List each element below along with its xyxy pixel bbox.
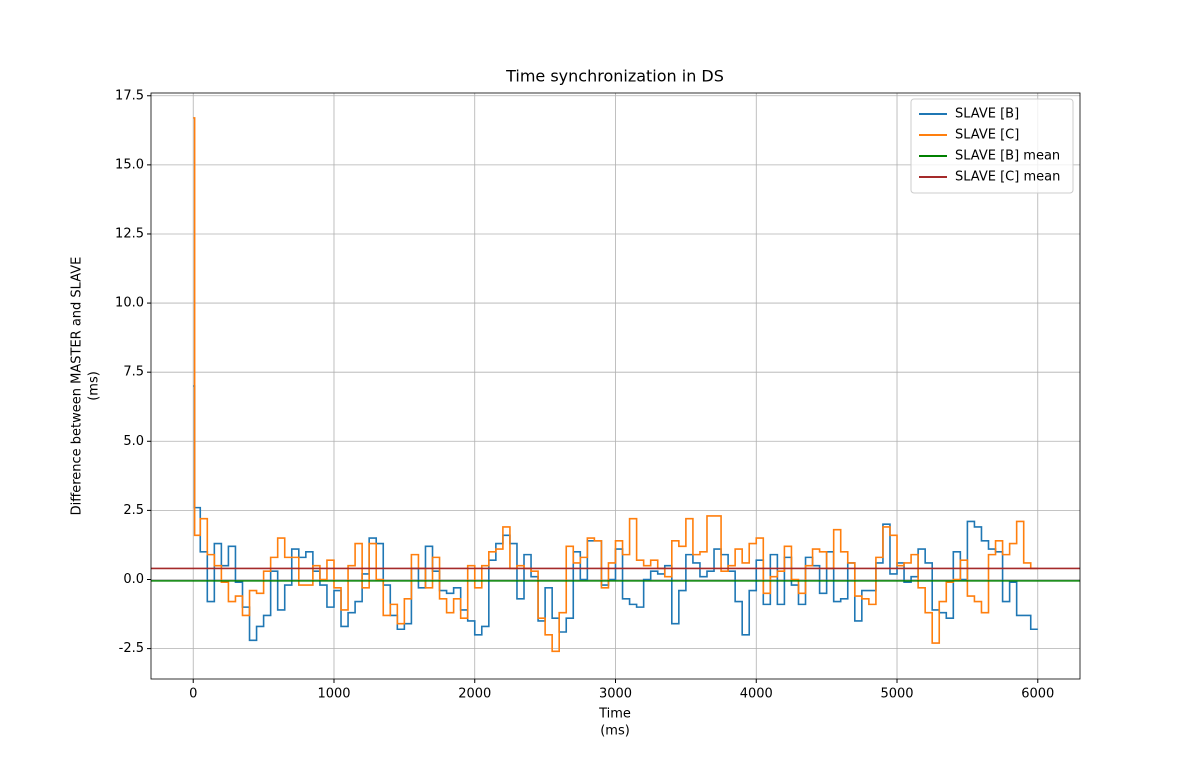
- y-tick-label: 5.0: [123, 434, 144, 449]
- x-tick-label: 6000: [1021, 687, 1054, 702]
- y-tick-label: 0.0: [123, 572, 144, 587]
- x-tick-label: 1000: [317, 687, 350, 702]
- legend-label: SLAVE [C]: [955, 128, 1019, 143]
- x-tick-label: 0: [189, 687, 197, 702]
- y-tick-label: 7.5: [123, 365, 144, 380]
- y-tick-label: 15.0: [115, 157, 144, 172]
- y-tick-label: 2.5: [123, 503, 144, 518]
- x-tick-label: 5000: [880, 687, 913, 702]
- chart-title: Time synchronization in DS: [505, 67, 724, 86]
- y-tick-label: 17.5: [115, 88, 144, 103]
- plot-frame: [150, 92, 1081, 680]
- y-axis-label: (ms): [87, 371, 102, 401]
- legend-box: [910, 98, 1074, 194]
- y-tick-label: 12.5: [115, 226, 144, 241]
- legend-label: SLAVE [B]: [955, 107, 1019, 122]
- x-tick-label: 2000: [458, 687, 491, 702]
- legend-label: SLAVE [B] mean: [955, 149, 1060, 164]
- y-tick-label: 10.0: [115, 296, 144, 311]
- y-tick-label: -2.5: [119, 641, 144, 656]
- y-axis-label: Difference between MASTER and SLAVE: [70, 257, 85, 516]
- series-line: [193, 117, 1038, 653]
- x-tick-label: 4000: [740, 687, 773, 702]
- x-tick-label: 3000: [599, 687, 632, 702]
- legend-label: SLAVE [C] mean: [955, 170, 1060, 185]
- x-axis-label: (ms): [600, 724, 630, 739]
- x-axis-label: Time: [598, 707, 631, 722]
